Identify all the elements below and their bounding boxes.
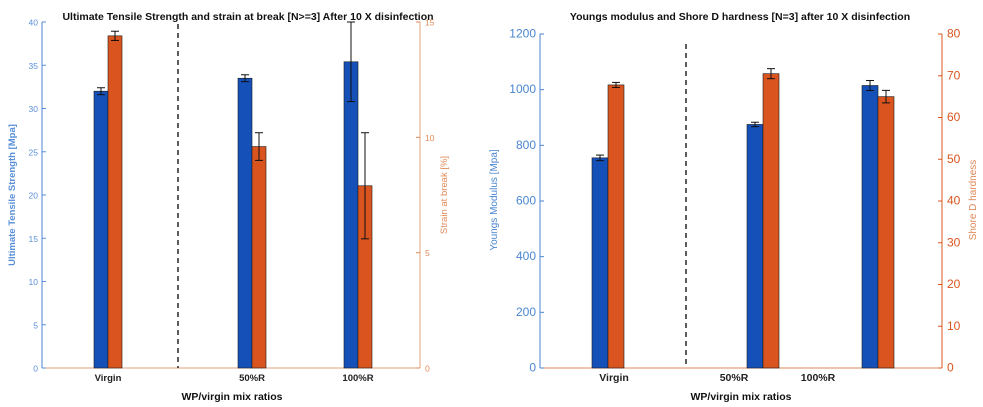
chart-left-y-tick-right-label: 0 xyxy=(425,364,430,374)
chart-left-x-ticks: Virgin 50%R 100%R xyxy=(95,373,374,384)
chart-left-y-tick-left-label: 10 xyxy=(29,277,39,287)
chart-right-bar-right-axis xyxy=(607,84,625,369)
chart-left-y-tick-left-label: 15 xyxy=(29,234,39,244)
chart-right-y-label-right: Shore D hardness xyxy=(968,160,979,241)
chart-right-y-tick-right-label: 50 xyxy=(947,152,961,166)
chart-right-y-tick-left-label: 200 xyxy=(516,305,536,319)
chart-left-bar-left-axis xyxy=(93,90,109,369)
chart-right-y-tick-left-label: 800 xyxy=(516,138,536,152)
chart-right-bar-left-axis xyxy=(861,85,879,369)
chart-right-bar-right-axis xyxy=(877,96,895,369)
chart-left-y-tick-left-label: 30 xyxy=(29,104,39,114)
chart-left-y-tick-left-label: 25 xyxy=(29,147,39,157)
chart-right-y-ticks-left: 0 200 400 600 800 1000 1200 xyxy=(509,27,544,375)
chart-left-bars xyxy=(93,21,373,369)
chart-left-y-ticks-left: 0 5 10 15 20 25 30 35 40 xyxy=(29,18,46,374)
chart-right-y-tick-left-label: 1000 xyxy=(509,82,536,96)
chart-right-x-ticks: Virgin 50%R 100%R xyxy=(599,372,835,384)
chart-left-y-tick-left-label: 40 xyxy=(29,18,39,28)
chart-right-x-label: WP/virgin mix ratios xyxy=(691,391,792,402)
chart-left-bar-left-axis xyxy=(237,77,253,369)
chart-left-y-tick-right-label: 10 xyxy=(425,133,435,143)
chart-right-x-tick-label: Virgin xyxy=(599,372,629,384)
chart-left-bar-right-axis xyxy=(251,146,267,369)
chart-right: Youngs modulus and Shore D hardness [N=3… xyxy=(489,11,979,403)
chart-left-y-tick-left-label: 5 xyxy=(33,320,38,330)
chart-right-y-tick-right-label: 60 xyxy=(947,110,961,124)
chart-right-y-tick-right-label: 40 xyxy=(947,194,961,208)
chart-left-x-tick-label: Virgin xyxy=(95,373,122,384)
chart-left-x-label: WP/virgin mix ratios xyxy=(182,391,283,402)
chart-right-y-label-left: Youngs Modulus [Mpa] xyxy=(489,149,500,251)
chart-right-y-tick-right-label: 20 xyxy=(947,277,961,291)
chart-right-y-tick-left-label: 1200 xyxy=(509,27,536,41)
chart-left-y-tick-left-label: 35 xyxy=(29,61,39,71)
chart-right-y-tick-left-label: 400 xyxy=(516,249,536,263)
chart-left-y-tick-left-label: 20 xyxy=(29,191,39,201)
chart-left: Ultimate Tensile Strength and strain at … xyxy=(7,11,450,403)
chart-right-bars xyxy=(591,68,895,369)
chart-left-x-tick-label: 50%R xyxy=(239,373,265,384)
chart-left-y-tick-right-label: 5 xyxy=(425,248,430,258)
chart-right-y-ticks-right: 0 10 20 30 40 50 60 70 80 xyxy=(938,27,961,375)
chart-right-y-tick-right-label: 10 xyxy=(947,319,961,333)
chart-right-y-tick-left-label: 0 xyxy=(529,361,536,375)
chart-left-y-tick-left-label: 0 xyxy=(33,364,38,374)
chart-right-y-tick-left-label: 600 xyxy=(516,194,536,208)
chart-left-y-ticks-right: 0 5 10 15 xyxy=(416,18,435,374)
chart-right-bar-right-axis xyxy=(762,73,780,369)
chart-left-y-label-left: Ultimate Tensile Strength [Mpa] xyxy=(7,124,18,266)
chart-right-x-tick-label: 50%R xyxy=(720,372,749,384)
chart-right-bar-left-axis xyxy=(591,157,609,369)
chart-left-title: Ultimate Tensile Strength and strain at … xyxy=(62,11,433,23)
chart-left-y-label-right: Strain at break [%] xyxy=(439,156,450,234)
chart-right-y-tick-right-label: 70 xyxy=(947,68,961,82)
chart-right-y-tick-right-label: 0 xyxy=(947,361,954,375)
chart-right-title: Youngs modulus and Shore D hardness [N=3… xyxy=(570,11,910,23)
chart-left-y-tick-right-label: 15 xyxy=(425,18,435,28)
chart-right-y-tick-right-label: 30 xyxy=(947,235,961,249)
chart-right-x-tick-label: 100%R xyxy=(801,372,836,384)
chart-left-x-tick-label: 100%R xyxy=(342,373,373,384)
chart-left-bar-right-axis xyxy=(107,35,123,369)
chart-right-y-tick-right-label: 80 xyxy=(947,27,961,41)
chart-right-bar-left-axis xyxy=(746,124,764,369)
chart-left-bar-left-axis xyxy=(343,61,359,369)
